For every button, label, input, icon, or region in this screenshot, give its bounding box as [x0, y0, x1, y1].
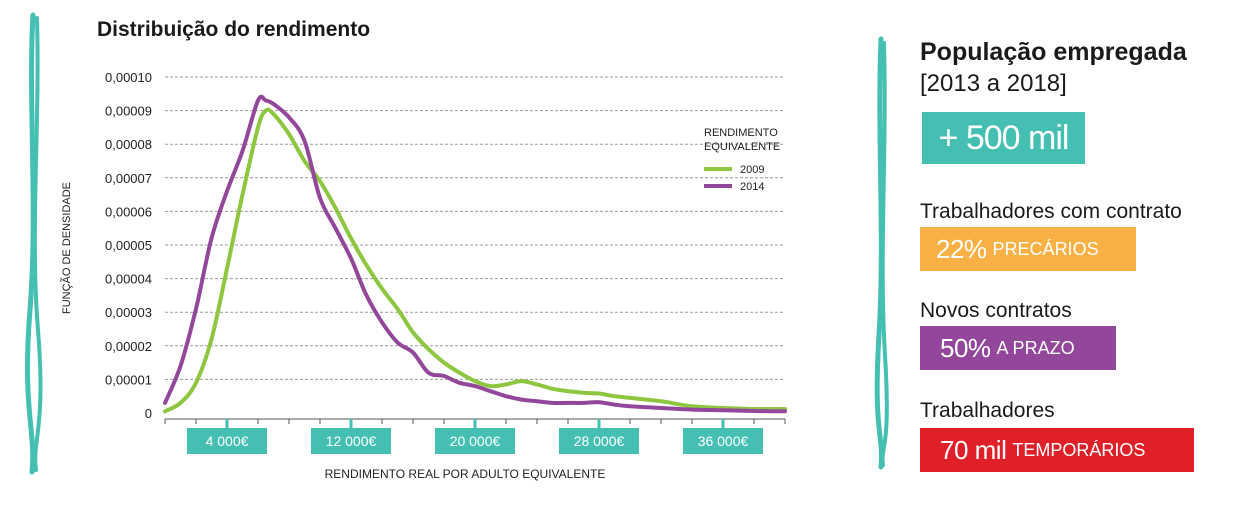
panel-period: [2013 a 2018] [920, 70, 1067, 97]
stat-label-prazo: Novos contratos [920, 299, 1072, 322]
x-tick-badge [559, 428, 639, 454]
y-tick-label: 0 [145, 406, 152, 421]
stat-value-prazo: 50% [940, 332, 991, 363]
legend-title: RENDIMENTO [704, 127, 778, 139]
stat-badge-precarios: 22% PRECÁRIOS [920, 227, 1136, 271]
series-line-2014 [163, 94, 787, 414]
y-tick-label: 0,00010 [105, 70, 152, 85]
right-brush-stroke [874, 36, 889, 470]
stat-value-temporarios: 70 mil [940, 434, 1007, 465]
x-tick-badge [683, 428, 763, 454]
stat-badge-temporarios: 70 mil TEMPORÁRIOS [920, 428, 1194, 472]
legend-label-2009: 2009 [740, 164, 764, 176]
x-tick-badge [435, 428, 515, 454]
y-tick-label: 0,00008 [105, 137, 152, 152]
panel-title: População empregada [920, 38, 1187, 66]
y-tick-label: 0,00009 [105, 104, 152, 119]
x-tick-label: 28 000€ [574, 433, 625, 449]
series-line-2009 [163, 107, 787, 414]
stat-suffix-prazo: A PRAZO [996, 337, 1075, 358]
y-tick-label: 0,00004 [105, 272, 152, 287]
x-tick-label: 20 000€ [450, 433, 501, 449]
y-tick-label: 0,00007 [105, 171, 152, 186]
stat-value-precarios: 22% [936, 233, 987, 264]
left-brush-stroke [24, 12, 43, 475]
density-chart: 0 0,00001 0,00002 0,00003 0,00004 0,00005 0,00… [60, 70, 787, 481]
headline-badge: + 500 mil [922, 112, 1085, 164]
legend-label-2014: 2014 [740, 181, 764, 193]
stat-label-temporarios: Trabalhadores [920, 399, 1055, 422]
legend-title-line2: EQUIVALENTE [704, 141, 780, 153]
x-axis-label: RENDIMENTO REAL POR ADULTO EQUIVALENTE [325, 467, 606, 481]
chart-title: Distribuição do rendimento [97, 18, 371, 41]
y-tick-label: 0,00001 [105, 372, 152, 387]
y-tick-label: 0,00002 [105, 339, 152, 354]
stat-suffix-temporarios: TEMPORÁRIOS [1012, 439, 1146, 460]
stat-label-precarios: Trabalhadores com contrato [920, 200, 1182, 223]
x-tick-label: 12 000€ [326, 433, 377, 449]
x-tick-badge [187, 428, 267, 454]
stat-suffix-precarios: PRECÁRIOS [992, 238, 1099, 259]
x-tick-label: 4 000€ [206, 433, 249, 449]
x-tick-badge [311, 428, 391, 454]
y-tick-label: 0,00005 [105, 238, 152, 253]
y-tick-label: 0,00003 [105, 305, 152, 320]
stat-badge-prazo: 50% A PRAZO [920, 326, 1116, 370]
x-tick-label: 36 000€ [698, 433, 749, 449]
y-tick-label: 0,00006 [105, 204, 152, 219]
y-axis-label: FUNÇÃO DE DENSIDADE [60, 182, 73, 314]
headline-value: + 500 mil [938, 118, 1070, 157]
